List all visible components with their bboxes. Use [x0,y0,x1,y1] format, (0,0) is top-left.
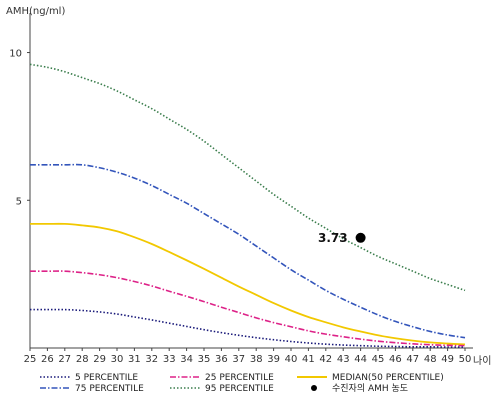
legend-item-75-percentile: 75 PERCENTILE [40,384,144,394]
legend-label: MEDIAN(50 PERCENTILE) [332,373,444,383]
x-tick-label: 33 [163,354,176,365]
x-tick-label: 34 [180,354,193,365]
x-tick-label: 35 [198,354,211,365]
x-tick-label: 32 [145,354,158,365]
x-tick-label: 27 [58,354,71,365]
legend-label: 수진자의 AMH 농도 [332,383,408,394]
series-lines [29,63,466,348]
y-tick-label: 10 [9,49,22,60]
legend-label: 5 PERCENTILE [75,373,138,383]
x-tick-label: 40 [285,354,298,365]
x-tick-label: 41 [302,354,315,365]
series-5-percentile [30,308,466,348]
series-median-50-percentile [30,222,466,346]
x-tick-label: 28 [76,354,89,365]
x-tick-label: 45 [372,354,385,365]
legend: 5 PERCENTILE 25 PERCENTILE MEDIAN(50 PERCE… [40,373,444,394]
x-axis-title: 나이 [473,355,491,367]
legend-label: 95 PERCENTILE [205,384,274,394]
x-tick-label: 48 [424,354,437,365]
x-tick-label: 30 [111,354,124,365]
series-25-percentile [30,270,466,347]
legend-label: 25 PERCENTILE [205,373,274,383]
x-tick-label: 36 [215,354,228,365]
x-tick-label: 46 [389,354,402,365]
x-tick-label: 43 [337,354,350,365]
x-tick-label: 50 [459,354,472,365]
x-tick-label: 37 [232,354,245,365]
tick-labels: 25 26 27 28 29 30 31 32 33 34 35 36 37 38 39 40 41 42 43 44… [9,49,471,365]
patient-amh-point [355,232,366,243]
x-tick-label: 31 [128,354,141,365]
x-tick-label: 26 [41,354,54,365]
legend-item-median-50-percentile: MEDIAN(50 PERCENTILE) [297,373,444,383]
legend-marker [311,385,317,391]
patient-marker: 3.73 [318,231,366,245]
x-tick-label: 29 [93,354,106,365]
x-tick-label: 38 [250,354,263,365]
legend-item-patient-amh: 수진자의 AMH 농도 [311,383,408,394]
y-tick-label: 5 [16,196,22,207]
legend-item-25-percentile: 25 PERCENTILE [170,373,274,383]
x-tick-label: 25 [24,354,37,365]
patient-amh-value-label: 3.73 [318,231,348,245]
x-tick-label: 42 [319,354,332,365]
x-tick-label: 47 [406,354,419,365]
series-95-percentile [29,63,466,292]
legend-label: 75 PERCENTILE [75,384,144,394]
legend-item-5-percentile: 5 PERCENTILE [40,373,138,383]
x-tick-label: 44 [354,354,367,365]
x-tick-label: 39 [267,354,280,365]
y-axis-title: AMH(ng/ml) [6,6,65,17]
axes [29,13,473,349]
legend-item-95-percentile: 95 PERCENTILE [170,384,274,394]
series-75-percentile [29,163,466,339]
x-tick-label: 49 [441,354,454,365]
